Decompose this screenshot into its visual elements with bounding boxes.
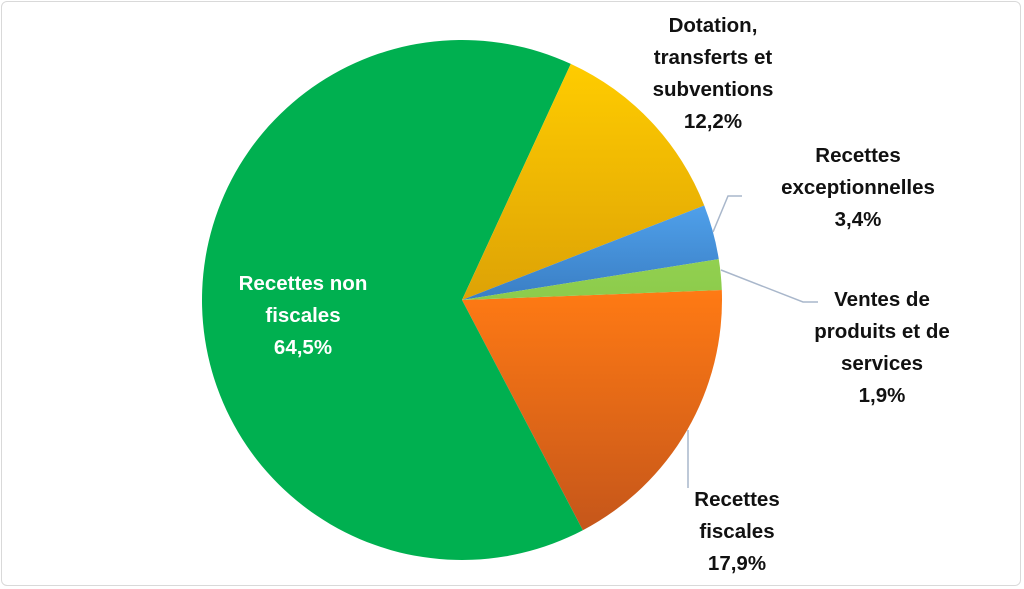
- data-label: Dotation, transferts et subventions 12,2%: [653, 14, 774, 133]
- slice-category-label: fiscales: [699, 520, 774, 543]
- slice-category-label: Recettes non: [239, 272, 368, 295]
- pie-slice: [201, 39, 583, 560]
- slice-category-label: produits et de: [814, 320, 950, 343]
- slice-category-label: transferts et: [654, 46, 773, 69]
- slice-category-label: Ventes de: [834, 288, 930, 311]
- slice-value-label: 12,2%: [684, 110, 742, 133]
- slice-category-label: Recettes: [694, 488, 779, 511]
- pie-slice: [462, 290, 722, 531]
- pie-slice: [462, 259, 722, 300]
- pie-slice: [462, 63, 705, 300]
- slice-category-label: Dotation,: [669, 14, 758, 37]
- leader-line: [720, 269, 818, 303]
- leader-line: [712, 195, 742, 233]
- pie-slice: [462, 205, 719, 300]
- slice-value-label: 64,5%: [274, 336, 332, 359]
- slice-value-label: 17,9%: [708, 552, 766, 575]
- slice-value-label: 3,4%: [835, 208, 882, 231]
- data-label: Recettes exceptionnelles 3,4%: [781, 144, 935, 231]
- data-label: Recettes fiscales 17,9%: [694, 488, 779, 575]
- slice-category-label: Recettes: [815, 144, 900, 167]
- slice-category-label: services: [841, 352, 923, 375]
- slice-category-label: subventions: [653, 78, 774, 101]
- slice-category-label: fiscales: [265, 304, 340, 327]
- slice-value-label: 1,9%: [859, 384, 906, 407]
- slice-category-label: exceptionnelles: [781, 176, 935, 199]
- data-label: Ventes de produits et de services 1,9%: [814, 288, 950, 407]
- data-label: Recettes non fiscales 64,5%: [239, 272, 368, 359]
